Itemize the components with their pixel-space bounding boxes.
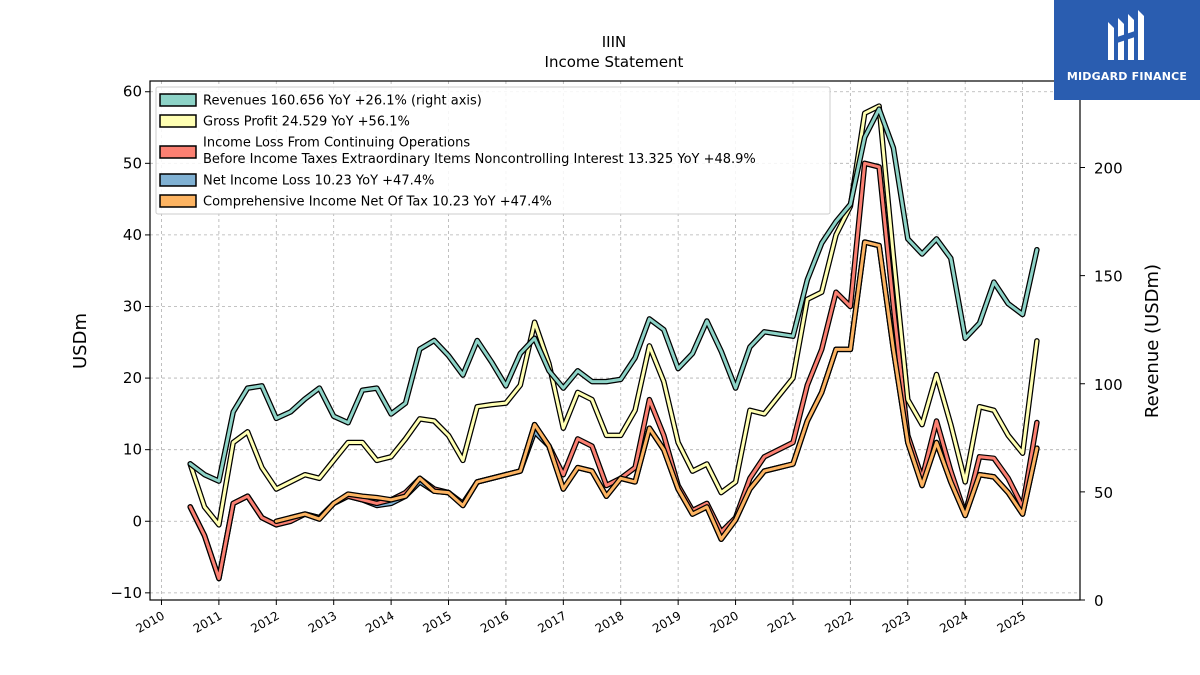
legend-label-comprehensive-income: Comprehensive Income Net Of Tax 10.23 Yo… xyxy=(203,195,552,210)
y-axis-label-right: Revenue (USDm) xyxy=(1142,264,1163,418)
left-tick-label: 10 xyxy=(123,441,142,459)
x-tick-label: 2013 xyxy=(306,608,339,635)
x-tick-label: 2020 xyxy=(708,608,741,635)
x-tick-label: 2015 xyxy=(421,608,454,635)
legend-label-pretax-income-line2: Before Income Taxes Extraordinary Items … xyxy=(203,152,756,167)
y-axis-label-left: USDm xyxy=(70,313,91,369)
plot-frame xyxy=(149,80,1081,601)
x-tick-label: 2014 xyxy=(363,608,396,635)
left-axis: −10 0 10 20 30 40 50 60 xyxy=(110,83,150,602)
left-tick-label: 50 xyxy=(123,154,142,172)
x-tick-label: 2010 xyxy=(134,608,167,635)
right-tick-label: 50 xyxy=(1094,484,1113,502)
x-tick-label: 2024 xyxy=(937,608,970,635)
series-outline-net-income-loss xyxy=(187,239,1040,582)
x-tick-label: 2021 xyxy=(765,608,798,635)
x-tick-label: 2011 xyxy=(191,608,224,635)
x-tick-label: 2018 xyxy=(593,608,626,635)
legend: Revenues 160.656 YoY +26.1% (right axis)… xyxy=(155,86,831,215)
series-line-gross-profit xyxy=(188,104,1039,527)
series-outline-comprehensive-income-net-of-tax xyxy=(273,239,1040,542)
chart-title: IIIN xyxy=(602,33,627,51)
right-tick-label: 0 xyxy=(1094,592,1104,610)
x-tick-label: 2022 xyxy=(822,608,855,635)
right-tick-label: 100 xyxy=(1094,376,1123,394)
right-axis: 0 50 100 150 200 xyxy=(1080,160,1123,610)
left-tick-label: 0 xyxy=(132,512,142,530)
x-tick-label: 2017 xyxy=(535,608,568,635)
left-tick-label: −10 xyxy=(110,584,142,602)
left-tick-label: 20 xyxy=(123,369,142,387)
right-tick-label: 200 xyxy=(1094,160,1123,178)
x-tick-label: 2016 xyxy=(478,608,511,635)
logo-text: MIDGARD FINANCE xyxy=(1066,70,1188,83)
legend-label-net-income: Net Income Loss 10.23 YoY +47.4% xyxy=(203,174,434,189)
legend-label-pretax-income-line1: Income Loss From Continuing Operations xyxy=(203,136,470,151)
logo-mark-icon xyxy=(1108,10,1144,60)
brand-logo: MIDGARD FINANCE xyxy=(1054,0,1200,100)
x-tick-label: 2023 xyxy=(880,608,913,635)
legend-box xyxy=(155,86,831,215)
left-tick-label: 40 xyxy=(123,226,142,244)
legend-label-gross-profit: Gross Profit 24.529 YoY +56.1% xyxy=(203,115,410,130)
legend-swatch-pretax-income xyxy=(159,145,197,159)
x-tick-label: 2025 xyxy=(995,608,1028,635)
legend-swatch-comprehensive-income xyxy=(159,194,197,208)
x-tick-label: 2012 xyxy=(248,608,281,635)
legend-swatch-gross-profit xyxy=(159,114,197,128)
legend-swatch-revenues xyxy=(159,93,197,107)
series-line-revenues xyxy=(188,107,1039,483)
series-lines xyxy=(187,103,1040,582)
legend-label-revenues: Revenues 160.656 YoY +26.1% (right axis) xyxy=(203,94,482,109)
x-axis: 2010 2011 2012 2013 2014 2015 2016 2017 2018 2019… xyxy=(134,600,1028,636)
chart-subtitle: Income Statement xyxy=(545,53,684,71)
left-tick-label: 60 xyxy=(123,83,142,101)
series-line-net-income-loss xyxy=(188,240,1039,580)
series-line-comprehensive-income-net-of-tax xyxy=(274,240,1039,541)
legend-swatch-net-income xyxy=(159,173,197,187)
left-tick-label: 30 xyxy=(123,297,142,315)
x-tick-label: 2019 xyxy=(650,608,683,635)
right-tick-label: 150 xyxy=(1094,268,1123,286)
